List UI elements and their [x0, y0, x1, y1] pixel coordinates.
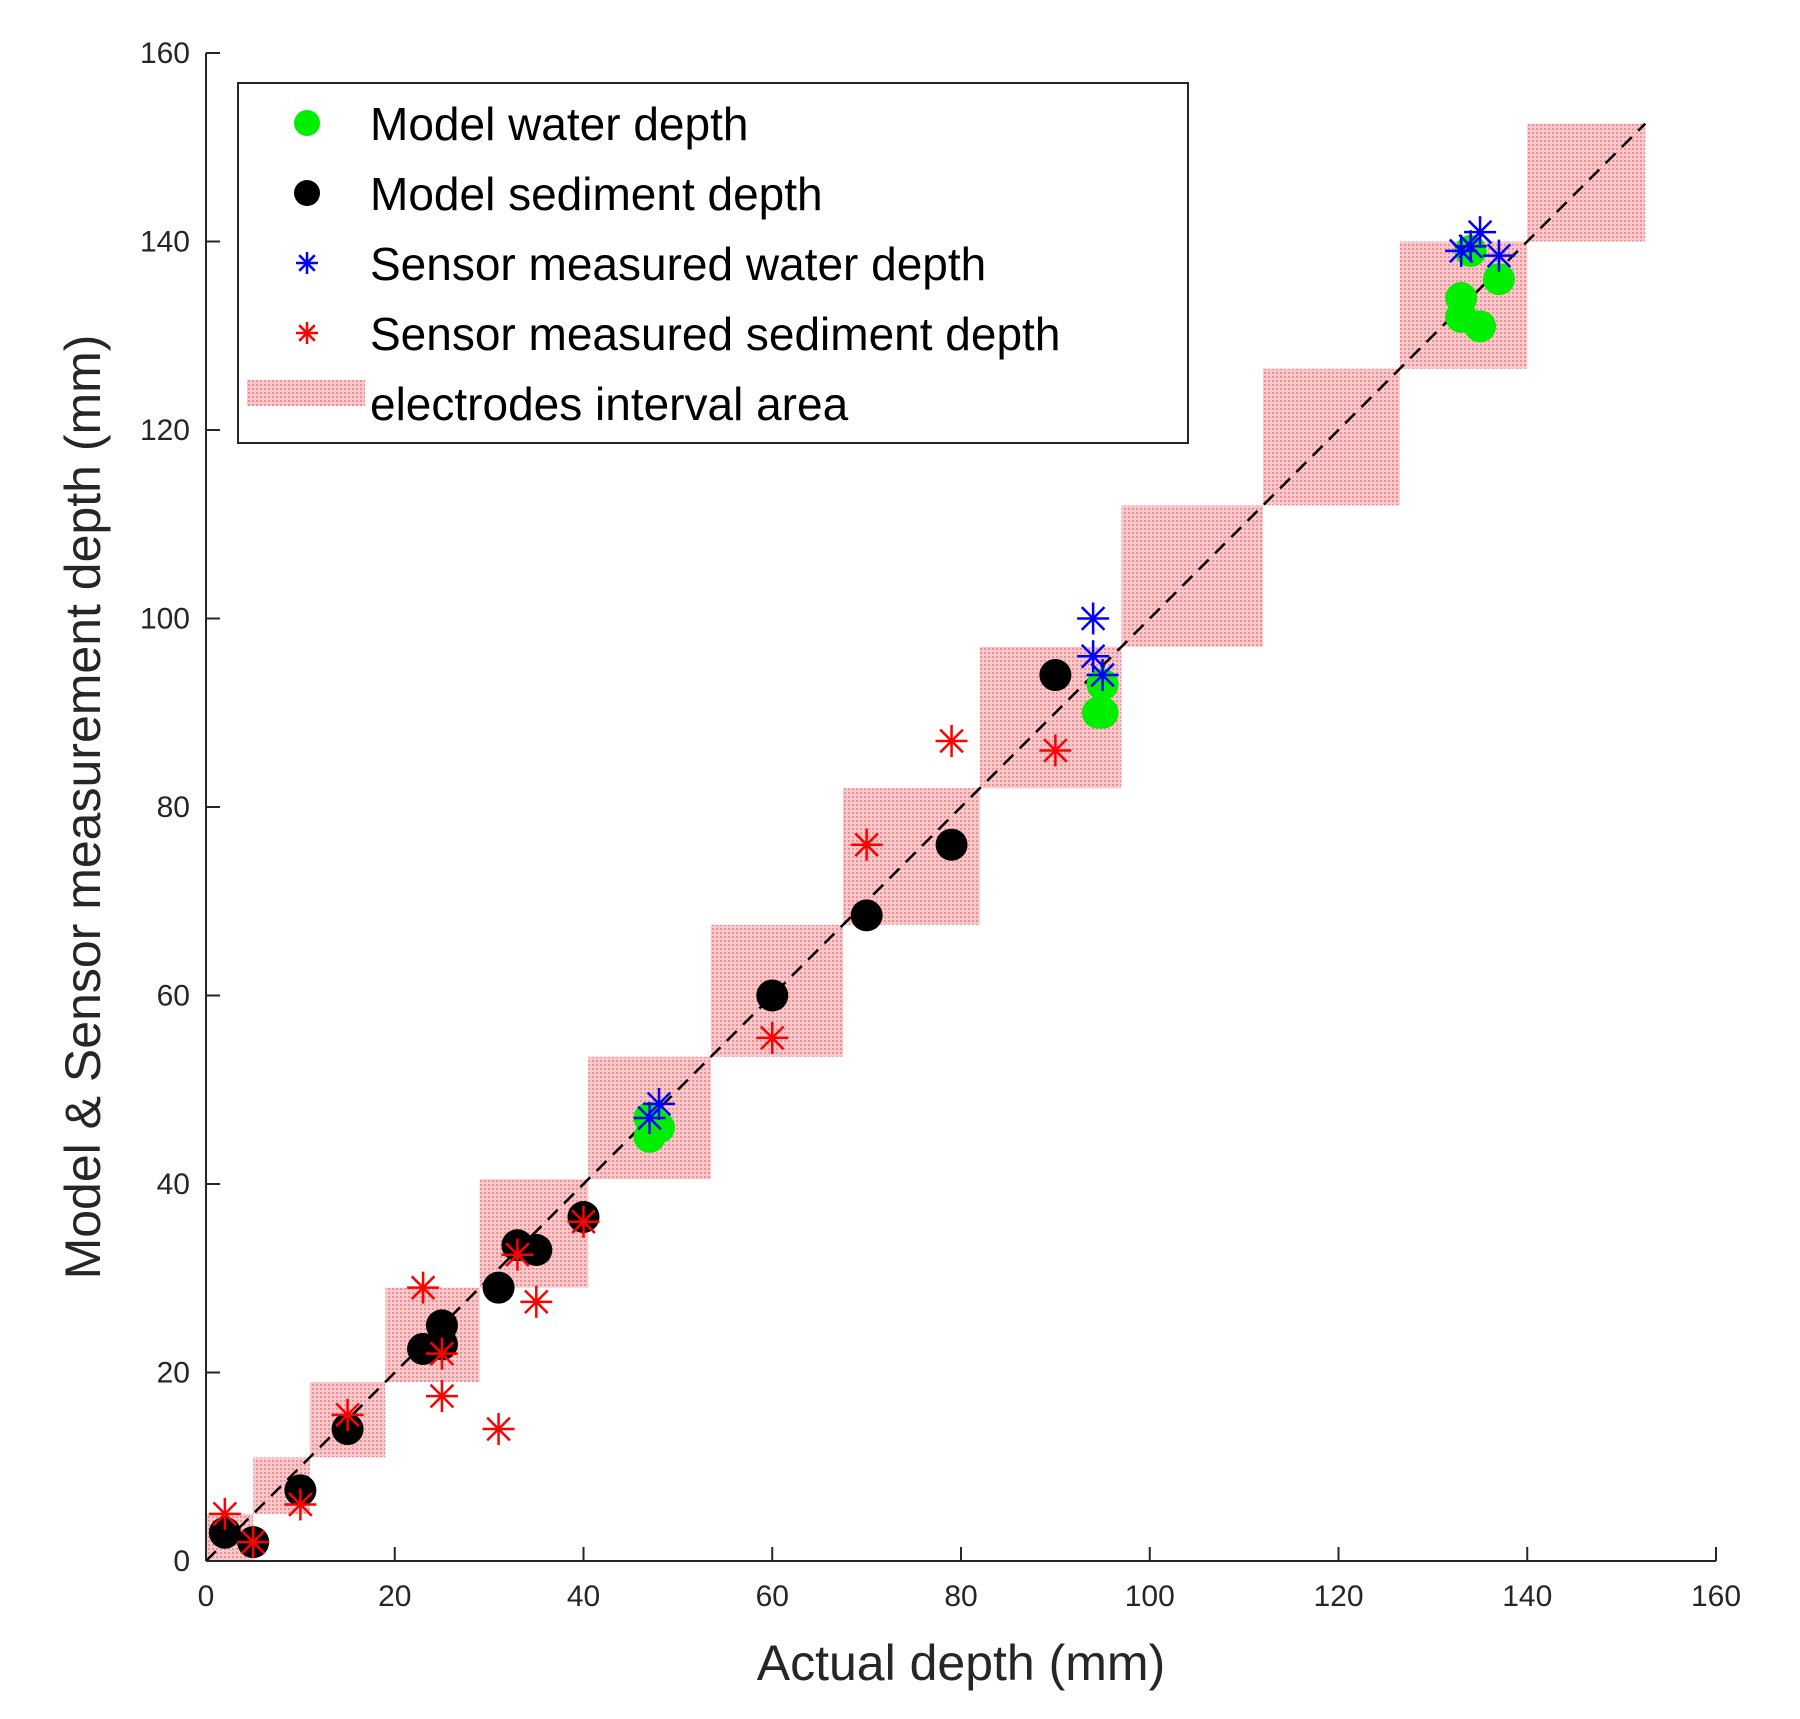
axes: 0 20 40 60 80 100 120 140 160 0 20 40 60 80 100 120 140 1…: [55, 37, 1741, 1691]
legend-marker-3: [296, 322, 318, 344]
point-series1-12: [850, 899, 883, 932]
point-series3-3: [331, 1398, 364, 1431]
x-tick-label: 60: [756, 1580, 789, 1613]
electrode-areas: [206, 123, 1646, 1561]
point-series1-11: [756, 979, 789, 1012]
legend-label-4: electrodes interval area: [370, 378, 849, 430]
point-series3-1: [237, 1526, 270, 1559]
point-series1-7: [482, 1271, 515, 1304]
legend-label-2: Sensor measured water depth: [370, 238, 986, 290]
x-tick-label: 100: [1125, 1580, 1175, 1613]
data-points: [208, 216, 1515, 1559]
y-tick-label: 120: [140, 414, 190, 447]
point-series1-13: [935, 828, 968, 861]
y-axis-title: Model & Sensor measurement depth (mm): [55, 335, 111, 1280]
x-tick-label: 160: [1691, 1580, 1741, 1613]
point-series1-0: [208, 1516, 241, 1549]
point-series3-6: [425, 1380, 458, 1413]
point-series2-4: [1086, 659, 1119, 692]
x-tick-label: 20: [378, 1580, 411, 1613]
y-tick-label: 40: [157, 1168, 190, 1201]
point-series3-2: [284, 1488, 317, 1521]
point-series2-3: [1077, 640, 1110, 673]
point-series2-8: [1482, 239, 1515, 272]
point-series3-14: [1039, 734, 1072, 767]
x-axis-title: Actual depth (mm): [757, 1635, 1165, 1691]
y-tick-label: 0: [173, 1545, 190, 1578]
point-series3-9: [520, 1285, 553, 1318]
point-series3-8: [501, 1238, 534, 1271]
legend-marker-4: [247, 380, 365, 406]
point-series3-0: [208, 1497, 241, 1530]
legend-marker-2: [296, 252, 318, 274]
x-tick-label: 40: [567, 1580, 600, 1613]
x-tick-label: 0: [198, 1580, 215, 1613]
legend-marker-0: [294, 110, 320, 136]
point-series1-14: [1039, 659, 1072, 692]
point-series3-4: [407, 1271, 440, 1304]
point-series3-10: [567, 1205, 600, 1238]
legend-label-0: Model water depth: [370, 98, 748, 150]
point-series2-6: [1454, 230, 1487, 263]
reference-line-layer: [205, 122, 1647, 1562]
point-series3-11: [756, 1021, 789, 1054]
x-tick-label: 140: [1502, 1580, 1552, 1613]
y-tick-label: 20: [157, 1357, 190, 1390]
point-series1-9: [520, 1233, 553, 1266]
y-tick-label: 160: [140, 37, 190, 70]
point-series0-8: [1464, 310, 1497, 343]
point-series0-4: [1086, 696, 1119, 729]
point-series3-5: [425, 1337, 458, 1370]
legend-label-1: Model sediment depth: [370, 168, 823, 220]
point-series3-7: [482, 1413, 515, 1446]
point-series2-2: [1077, 602, 1110, 635]
x-tick-label: 120: [1313, 1580, 1363, 1613]
x-tick-label: 80: [944, 1580, 977, 1613]
y-tick-label: 140: [140, 226, 190, 259]
point-series2-1: [643, 1087, 675, 1120]
y-tick-label: 60: [157, 980, 190, 1013]
legend: Model water depth Model sediment depth Sen…: [237, 82, 1189, 444]
point-series0-9: [1482, 263, 1515, 296]
point-series3-12: [850, 828, 883, 861]
y-tick-label: 100: [140, 603, 190, 636]
legend-box: [237, 82, 1189, 444]
legend-label-3: Sensor measured sediment depth: [370, 308, 1060, 360]
y-tick-label: 80: [157, 791, 190, 824]
reference-line: [205, 122, 1647, 1562]
point-series3-13: [935, 725, 968, 758]
point-series2-7: [1464, 216, 1497, 249]
legend-marker-1: [294, 180, 320, 206]
